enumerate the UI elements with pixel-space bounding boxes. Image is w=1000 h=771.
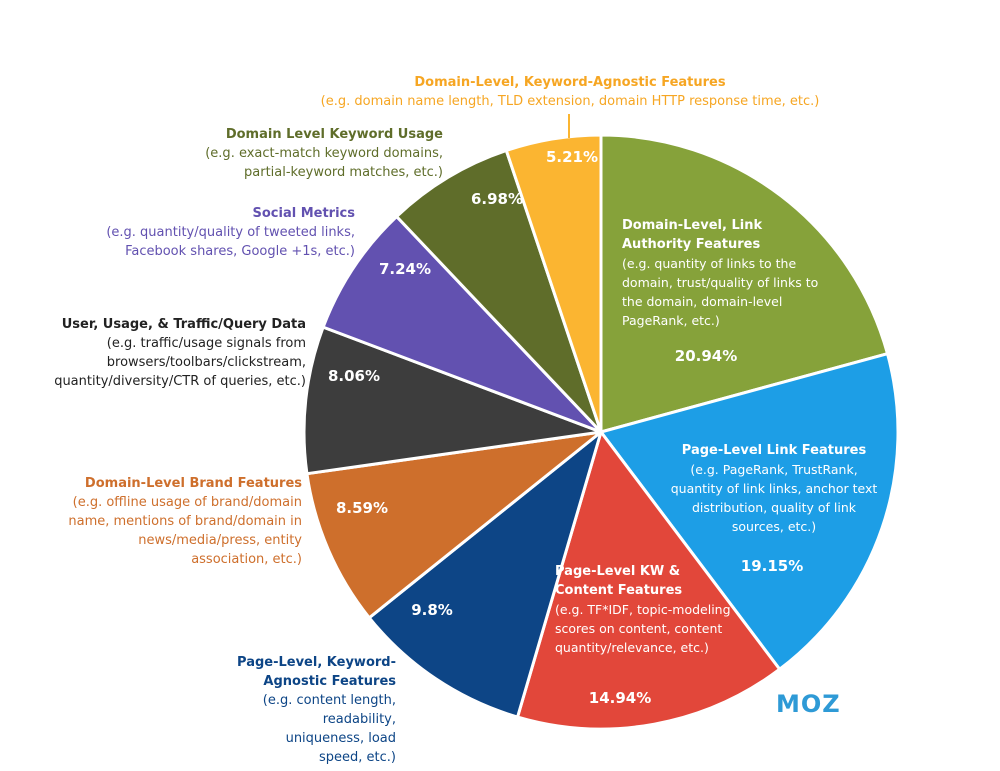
pie-slice-8 — [504, 133, 603, 434]
slice-value-domain-keyword-usage: 6.98% — [470, 190, 524, 208]
label-social-metrics: Social Metrics (e.g. quantity/quality of… — [60, 204, 355, 261]
pie-slice-7 — [395, 148, 603, 434]
label-title: Page-Level KW & Content Features — [555, 564, 683, 598]
label-user-usage: User, Usage, & Traffic/Query Data (e.g. … — [30, 315, 306, 391]
label-title: User, Usage, & Traffic/Query Data — [61, 317, 306, 332]
label-page-keyword-agnostic: Page-Level, Keyword-Agnostic Features (e… — [206, 653, 396, 767]
pie-slice-3 — [367, 430, 603, 719]
slice-value-page-kw-content: 14.94% — [588, 689, 652, 707]
pie-slice-4 — [305, 430, 603, 620]
slice-value-page-keyword-agnostic: 9.8% — [411, 601, 453, 619]
slice-value-domain-keyword-agnostic: 5.21% — [545, 148, 599, 166]
label-description: (e.g. quantity/quality of tweeted links,… — [106, 225, 355, 259]
label-description: (e.g. TF*IDF, topic-modeling scores on c… — [555, 602, 731, 655]
label-description: (e.g. offline usage of brand/domain name… — [68, 495, 302, 567]
label-domain-keyword-agnostic: Domain-Level, Keyword-Agnostic Features … — [190, 73, 950, 111]
label-description: (e.g. traffic/usage signals from browser… — [54, 336, 306, 389]
slice-value-brand: 8.59% — [335, 499, 389, 517]
label-brand: Domain-Level Brand Features (e.g. offlin… — [48, 474, 302, 569]
pie-slice-1 — [599, 352, 900, 671]
pie-slice-5 — [302, 325, 603, 476]
label-description: (e.g. exact-match keyword domains, parti… — [205, 146, 443, 180]
slice-value-domain-link-authority: 20.94% — [674, 347, 738, 365]
label-domain-keyword-usage: Domain Level Keyword Usage (e.g. exact-m… — [170, 125, 443, 182]
label-description: (e.g. PageRank, TrustRank, quantity of l… — [670, 462, 878, 534]
label-title: Domain-Level, Link Authority Features — [622, 218, 763, 252]
label-title: Domain-Level Brand Features — [84, 476, 302, 491]
label-title: Page-Level, Keyword-Agnostic Features — [237, 655, 396, 689]
label-title: Page-Level Link Features — [681, 443, 867, 458]
moz-logo: MOZ — [776, 690, 841, 718]
label-domain-link-authority: Domain-Level, Link Authority Features (e… — [622, 216, 852, 330]
pie-slice-2 — [516, 430, 782, 731]
slice-value-social: 7.24% — [378, 260, 432, 278]
label-page-kw-content: Page-Level KW & Content Features (e.g. T… — [555, 562, 745, 657]
slice-value-user-usage: 8.06% — [327, 367, 381, 385]
label-description: (e.g. quantity of links to the domain, t… — [622, 256, 819, 328]
label-title: Domain-Level, Keyword-Agnostic Features — [414, 75, 726, 90]
label-description: (e.g. content length, readability, uniqu… — [262, 693, 396, 765]
pie-slice-6 — [321, 215, 603, 434]
label-description: (e.g. domain name length, TLD extension,… — [320, 94, 820, 109]
label-title: Social Metrics — [252, 206, 356, 221]
pie-slice-0 — [599, 133, 889, 434]
label-page-link: Page-Level Link Features (e.g. PageRank,… — [668, 441, 880, 536]
label-title: Domain Level Keyword Usage — [225, 127, 443, 142]
slice-value-page-link: 19.15% — [740, 557, 804, 575]
